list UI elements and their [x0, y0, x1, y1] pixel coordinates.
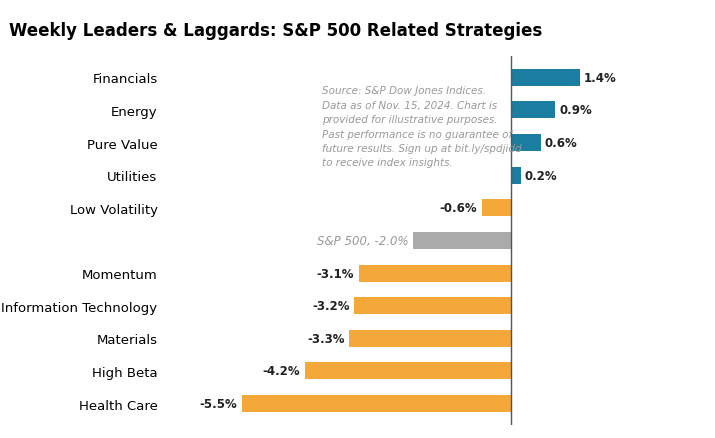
Text: -3.3%: -3.3% — [307, 332, 345, 345]
Text: -4.2%: -4.2% — [263, 365, 300, 378]
Text: -5.5%: -5.5% — [199, 397, 237, 410]
Bar — [242, 395, 511, 412]
Bar — [511, 102, 556, 119]
Text: -3.2%: -3.2% — [312, 300, 350, 312]
Bar — [359, 265, 511, 282]
Bar — [413, 233, 511, 249]
Text: 0.6%: 0.6% — [545, 137, 577, 150]
Text: S&P 500, -2.0%: S&P 500, -2.0% — [317, 234, 408, 247]
Text: 0.2%: 0.2% — [525, 170, 558, 182]
Bar — [511, 70, 580, 87]
Text: -0.6%: -0.6% — [439, 202, 477, 215]
Bar — [511, 167, 521, 184]
Bar — [511, 135, 541, 152]
Text: -3.1%: -3.1% — [317, 267, 355, 280]
Text: Weekly Leaders & Laggards: S&P 500 Related Strategies: Weekly Leaders & Laggards: S&P 500 Relat… — [9, 22, 542, 40]
Text: 0.9%: 0.9% — [559, 104, 592, 117]
Bar — [305, 363, 511, 380]
Text: Source: S&P Dow Jones Indices.
Data as of Nov. 15, 2024. Chart is
provided for i: Source: S&P Dow Jones Indices. Data as o… — [322, 86, 522, 168]
Bar — [350, 330, 511, 347]
Bar — [482, 200, 511, 217]
Bar — [355, 297, 511, 314]
Text: 1.4%: 1.4% — [583, 72, 616, 85]
